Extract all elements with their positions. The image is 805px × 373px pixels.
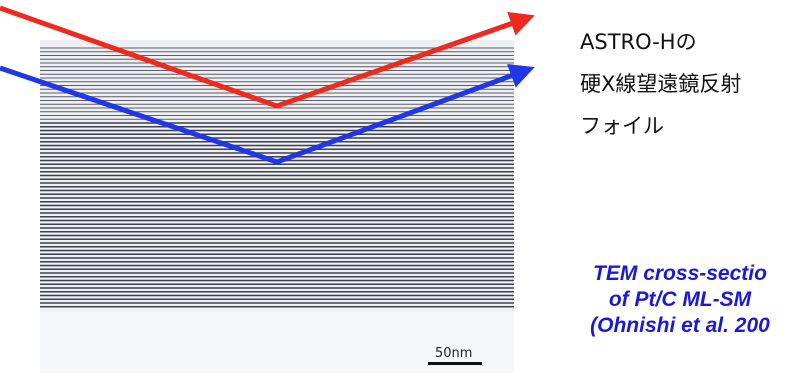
- caption-line-2: of Pt/C ML-SM: [608, 288, 752, 311]
- label-hard-xray-mirror: 硬X線望遠鏡反射: [580, 72, 742, 96]
- scale-bar-label: 50nm: [435, 346, 472, 361]
- multilayer-stack: [40, 47, 514, 308]
- scale-bar: [428, 362, 482, 365]
- label-astro-h: ASTRO-Hの: [580, 30, 697, 54]
- label-foil: フォイル: [580, 114, 664, 138]
- lower-ray-blue: [0, 63, 535, 165]
- caption-line-3: (Ohnishi et al. 200: [590, 314, 770, 337]
- tem-cross-section-image: 50nm: [40, 40, 514, 373]
- upper-ray-red: [0, 5, 535, 109]
- caption-line-1: TEM cross-sectio: [593, 262, 767, 285]
